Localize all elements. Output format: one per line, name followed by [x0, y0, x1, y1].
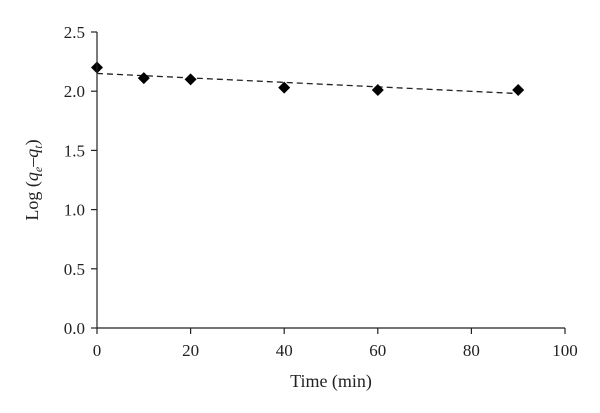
- y-axis-title-dash: –: [22, 157, 42, 168]
- data-point: [371, 84, 384, 97]
- y-axis-title: Log (qe–qt): [22, 139, 45, 220]
- x-tick-label: 20: [182, 341, 199, 360]
- data-point: [184, 73, 197, 86]
- x-tick-label: 0: [93, 341, 102, 360]
- y-tick-label: 2.0: [64, 82, 85, 101]
- plot-area: [91, 61, 525, 97]
- data-point: [512, 84, 525, 97]
- x-tick-label: 80: [463, 341, 480, 360]
- y-tick-label: 1.5: [64, 141, 85, 160]
- y-axis-title-suffix: ): [22, 139, 43, 145]
- y-tick-label: 2.5: [64, 23, 85, 42]
- y-axis-title-prefix: Log (: [22, 181, 43, 221]
- x-axis-title: Time (min): [290, 371, 372, 392]
- y-tick-label: 1.0: [64, 201, 85, 220]
- trendline: [96, 72, 519, 95]
- y-tick-label: 0.0: [64, 319, 85, 338]
- data-point: [137, 72, 150, 85]
- x-axis-ticks: 0 20 40 60 80 100: [93, 328, 578, 360]
- axes: [96, 32, 565, 329]
- x-tick-label: 100: [552, 341, 578, 360]
- y-axis-title-q2: q: [22, 149, 42, 158]
- x-tick-label: 40: [276, 341, 293, 360]
- y-axis-title-q1: q: [22, 172, 42, 181]
- y-tick-label: 0.5: [64, 260, 85, 279]
- y-axis-ticks: 0.0 0.5 1.0 1.5 2.0 2.5: [64, 23, 97, 338]
- x-tick-label: 60: [369, 341, 386, 360]
- data-point: [278, 81, 291, 94]
- y-axis-title-sub1: e: [31, 166, 45, 172]
- y-axis-title-sub2: t: [31, 145, 45, 149]
